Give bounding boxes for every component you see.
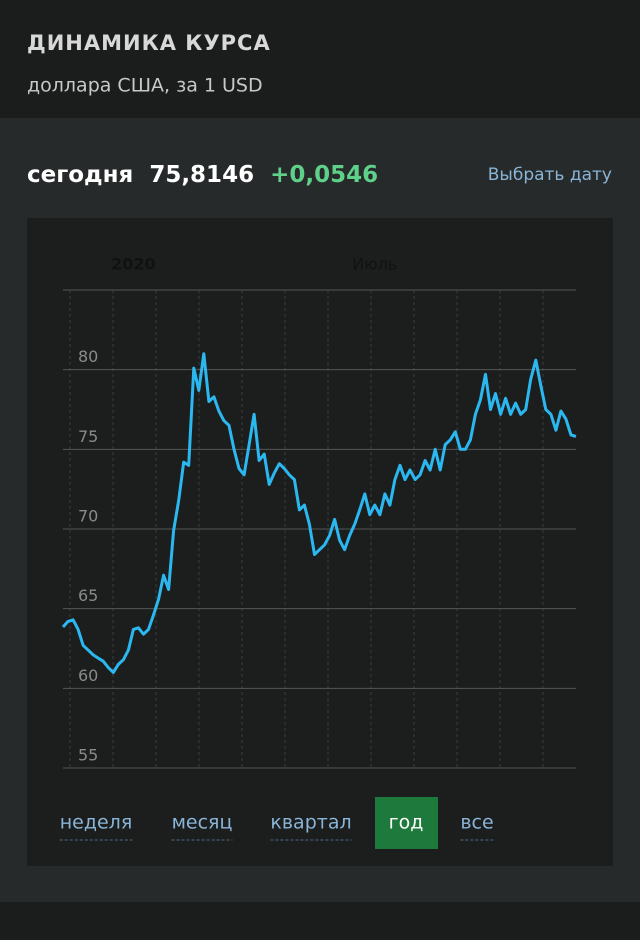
x-tick-label: Июль	[352, 255, 397, 274]
today-label: сегодня	[27, 162, 133, 188]
y-tick-label: 80	[78, 347, 98, 366]
x-tick-label: 2020	[111, 255, 156, 274]
period-tab[interactable]: год	[389, 812, 424, 834]
y-tick-label: 55	[78, 746, 98, 765]
period-tab[interactable]: неделя	[60, 812, 133, 834]
header-bg	[0, 0, 640, 118]
period-tab[interactable]: квартал	[270, 812, 351, 834]
y-tick-label: 65	[78, 586, 98, 605]
pick-date-link[interactable]: Выбрать дату	[488, 165, 612, 185]
today-change: +0,0546	[270, 162, 378, 188]
y-tick-label: 75	[78, 427, 98, 446]
title: ДИНАМИКА КУРСА	[27, 31, 271, 55]
chart-box	[27, 218, 613, 866]
y-tick-label: 70	[78, 507, 98, 526]
period-tab[interactable]: все	[460, 812, 493, 834]
plot: 55 60 65 70 75 80 2020 Июль	[61, 255, 577, 769]
period-tab[interactable]: месяц	[172, 812, 233, 834]
y-tick-label: 60	[78, 666, 98, 685]
rate-line	[61, 352, 577, 674]
today-row: сегодня 75,8146 +0,0546	[27, 162, 378, 188]
tab-active-bg	[375, 797, 438, 849]
subtitle: доллара США, за 1 USD	[27, 75, 263, 97]
today-value: 75,8146	[149, 162, 254, 188]
period-tabs: неделя месяц квартал год все	[59, 797, 494, 849]
